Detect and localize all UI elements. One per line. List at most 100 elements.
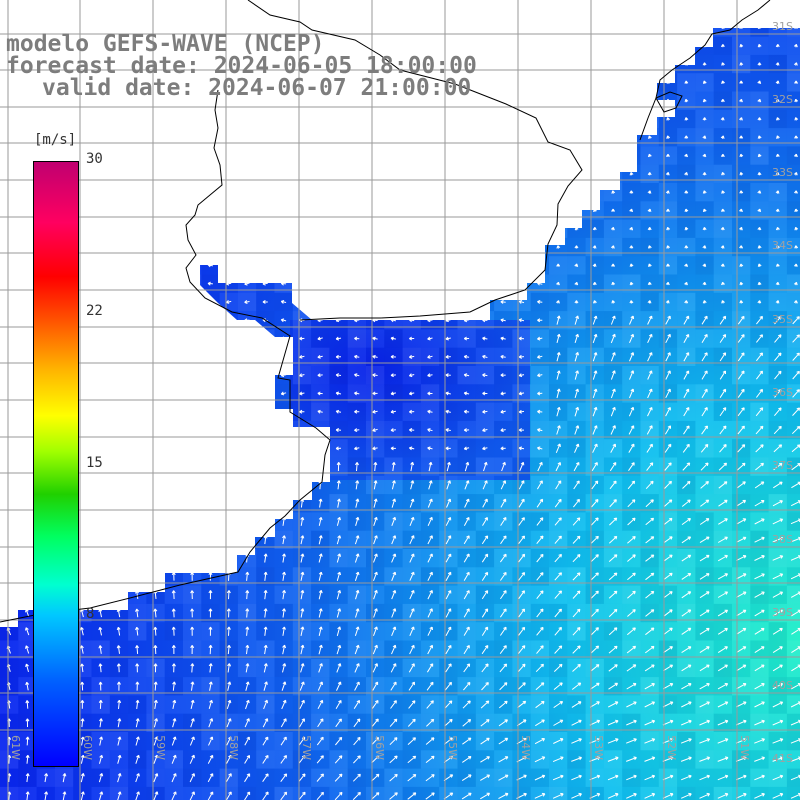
wind-arrow xyxy=(262,773,269,782)
wind-arrow xyxy=(776,245,780,249)
wind-arrow xyxy=(427,498,433,508)
wind-arrow xyxy=(335,718,342,728)
wind-arrow xyxy=(756,315,763,325)
wind-arrow xyxy=(754,555,765,561)
wind-arrow xyxy=(410,461,415,472)
wind-arrow xyxy=(757,172,762,176)
wind-arrow xyxy=(664,443,672,453)
wind-arrow xyxy=(684,245,689,249)
wind-arrow xyxy=(590,554,599,563)
wind-arrow xyxy=(116,626,121,636)
wind-arrow xyxy=(190,681,195,691)
wind-cell xyxy=(347,786,366,800)
wind-arrow xyxy=(463,644,470,655)
wind-arrow xyxy=(171,663,176,673)
wind-arrow xyxy=(317,373,323,378)
wind-cell xyxy=(786,420,800,440)
wind-arrow xyxy=(463,354,470,359)
wind-arrow xyxy=(536,572,544,581)
wind-arrow xyxy=(754,756,765,762)
wind-arrow xyxy=(391,590,397,600)
wind-arrow xyxy=(754,701,765,708)
wind-arrow xyxy=(592,315,598,325)
wind-arrow xyxy=(463,409,470,414)
wind-arrow xyxy=(681,774,692,781)
wind-arrow xyxy=(44,773,49,783)
wind-arrow xyxy=(335,336,342,341)
wind-arrow xyxy=(627,517,636,526)
wind-arrow xyxy=(500,336,506,341)
wind-arrow xyxy=(464,480,470,490)
wind-arrow xyxy=(373,553,378,563)
wind-arrow xyxy=(755,425,764,435)
wind-arrow xyxy=(665,333,671,344)
wind-arrow xyxy=(556,370,561,380)
wind-arrow xyxy=(700,462,709,471)
wind-arrow xyxy=(626,701,637,708)
wind-arrow xyxy=(518,480,525,490)
wind-arrow xyxy=(336,462,341,472)
wind-arrow xyxy=(463,391,470,396)
wind-arrow xyxy=(754,627,765,635)
wind-arrow xyxy=(699,646,710,654)
wind-arrow xyxy=(498,792,509,800)
wind-arrow xyxy=(445,663,452,673)
wind-arrow xyxy=(354,663,360,673)
wind-arrow xyxy=(571,738,582,744)
wind-arrow xyxy=(739,43,744,48)
wind-arrow xyxy=(556,352,561,362)
wind-arrow xyxy=(754,518,765,525)
wind-arrow xyxy=(499,682,508,691)
wind-arrow xyxy=(574,245,579,249)
wind-arrow xyxy=(590,535,599,544)
wind-arrow xyxy=(628,462,635,471)
wind-arrow xyxy=(153,681,158,691)
wind-arrow xyxy=(391,535,397,545)
wind-arrow xyxy=(373,608,378,618)
wind-arrow xyxy=(644,701,656,708)
wind-arrow xyxy=(117,773,122,783)
wind-arrow xyxy=(775,300,780,304)
wind-arrow xyxy=(80,773,85,783)
wind-arrow xyxy=(317,409,323,414)
wind-arrow xyxy=(574,300,579,304)
wind-arrow xyxy=(629,208,634,213)
wind-cell xyxy=(786,732,800,751)
wind-arrow xyxy=(480,700,490,709)
wind-arrow xyxy=(263,571,268,581)
wind-arrow xyxy=(537,299,543,304)
wind-arrow xyxy=(756,388,763,398)
colorbar-tick-30: 30 xyxy=(86,151,103,167)
wind-arrow xyxy=(282,626,286,636)
wind-arrow xyxy=(208,663,213,673)
wind-arrow xyxy=(645,499,654,508)
wind-cell xyxy=(786,658,800,678)
wind-arrow xyxy=(719,370,726,380)
wind-arrow xyxy=(611,190,616,194)
wind-arrow xyxy=(574,406,580,417)
wind-arrow xyxy=(774,407,782,417)
wind-arrow xyxy=(498,719,508,727)
wind-arrow xyxy=(626,682,637,690)
wind-arrow xyxy=(554,626,562,636)
wind-arrow xyxy=(666,226,671,231)
wind-arrow xyxy=(754,573,765,580)
wind-arrow xyxy=(408,681,415,691)
wind-cell xyxy=(786,28,800,37)
wind-arrow xyxy=(445,608,452,618)
wind-arrow xyxy=(772,774,784,781)
wind-arrow xyxy=(574,352,579,362)
wind-arrow xyxy=(407,718,416,727)
wind-cell xyxy=(786,750,800,769)
wind-arrow xyxy=(699,591,710,599)
wind-cell xyxy=(786,366,800,385)
wind-arrow xyxy=(592,245,597,249)
wind-arrow xyxy=(425,737,435,745)
wind-cell xyxy=(786,329,800,348)
wind-arrow xyxy=(666,135,671,139)
wind-arrow xyxy=(227,681,232,691)
wind-arrow xyxy=(757,80,762,84)
wind-arrow xyxy=(644,683,655,690)
wind-arrow xyxy=(534,738,546,745)
wind-arrow xyxy=(794,98,799,103)
